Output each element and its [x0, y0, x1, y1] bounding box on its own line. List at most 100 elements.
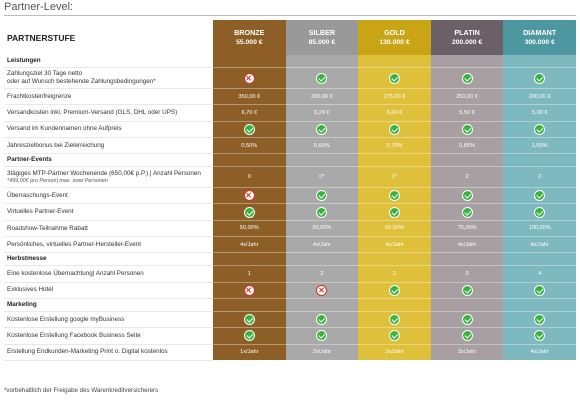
tier-header-diamant: DIAMANT 300.000 € [503, 20, 576, 55]
tier-cell: 4x/Jahr [285, 236, 359, 254]
tier-cell: 50,00% [213, 220, 286, 238]
check-icon [316, 123, 328, 135]
tier-cell [358, 187, 431, 205]
check-icon [388, 330, 400, 342]
cell-value: 3 [465, 271, 469, 278]
cell-value: 4x/Jahr [385, 241, 404, 248]
tier-cell: 6,20 € [285, 104, 359, 122]
check-icon [534, 330, 546, 342]
section-row: Partner-Events [4, 153, 576, 168]
check-icon [316, 314, 328, 326]
tier-cell [213, 327, 286, 345]
tier-cell [358, 153, 431, 168]
row-label: Versandkosten inkl. Premium-Versand (GLS… [4, 104, 213, 122]
tier-cell: 0 [213, 166, 286, 189]
cell-value: 5,00 € [531, 109, 548, 116]
cross-icon [243, 190, 255, 202]
tier-cell: 200,00 € [503, 88, 576, 106]
tier-price: 55.000 € [236, 38, 263, 46]
tier-name: GOLD [384, 28, 405, 38]
cell-value: 300,00 € [311, 93, 333, 100]
check-icon [316, 72, 328, 84]
tier-cell [285, 187, 359, 205]
cell-value: 4x/Jahr [530, 241, 549, 248]
tier-cell [213, 67, 286, 89]
row-label-text: Überraschungs-Event [7, 191, 68, 199]
table-row: Jahreszielbonus bei Zielerreichung 0,50% 0… [4, 137, 576, 155]
tier-cell: 3 [430, 265, 504, 283]
table-title: PARTNERSTUFE [7, 32, 76, 43]
check-icon [388, 314, 400, 326]
tier-name: PLATIN [454, 28, 480, 38]
cell-value: 350,00 € [238, 93, 261, 100]
cell-value: 0 [247, 174, 251, 181]
table-row: Überraschungs-Event [4, 187, 576, 205]
section-row: Leistungen [4, 55, 576, 68]
tier-cell: 300,00 € [285, 88, 359, 106]
cell-value: 4x/Jahr [530, 349, 549, 356]
cell-value: 2 [392, 271, 397, 278]
tier-cell [358, 121, 431, 138]
check-icon [461, 123, 473, 135]
cell-value: 2x/Jahr [385, 349, 404, 356]
row-label-text: Erstellung Endkunden-Marketing Print o. … [7, 348, 168, 356]
tier-cell [430, 55, 504, 68]
section-label: Marketing [4, 298, 213, 312]
check-icon [243, 123, 255, 135]
tier-cell [503, 298, 576, 312]
cell-value: 6,20 € [314, 109, 330, 116]
tier-cell: 2 [503, 166, 576, 189]
tier-cell: 350,00 € [213, 88, 286, 106]
cell-value: 4x/Jahr [457, 241, 477, 248]
row-label: Versand im Kundennamen ohne Aufpreis [4, 121, 213, 138]
check-icon [534, 190, 546, 202]
tier-cell [285, 67, 359, 89]
row-label-text: Versand im Kundennamen ohne Aufpreis [7, 125, 122, 133]
check-icon [316, 330, 328, 342]
row-label: Persönliches, virtuelles Partner-Herstel… [4, 236, 213, 254]
row-label: Frachtkostenfreigrenze [4, 88, 213, 106]
tier-cell: 1,00% [503, 137, 576, 155]
row-label: Jahreszielbonus bei Zielerreichung [4, 137, 213, 155]
tier-cell: 275,00 € [358, 88, 431, 106]
tier-price: 300.000 € [524, 38, 555, 46]
tier-cell [285, 203, 359, 221]
tier-cell [430, 153, 504, 168]
check-icon [243, 314, 255, 326]
tier-cell [503, 252, 576, 267]
cell-value: 2 [538, 174, 542, 181]
tier-cell [285, 298, 359, 312]
tier-cell [358, 327, 431, 345]
row-label: Roadshow-Teilnahme Rabatt [4, 220, 213, 238]
check-icon [534, 206, 546, 218]
table-row: Versand im Kundennamen ohne Aufpreis [4, 121, 576, 138]
tier-header-platin: PLATIN 200.000 € [430, 20, 504, 55]
cell-value: 0,50% [241, 142, 258, 149]
tier-cell: 0,70% [358, 137, 431, 155]
check-icon [243, 206, 255, 218]
tier-cell [503, 55, 576, 68]
cell-value: 50,00% [312, 225, 332, 232]
tier-cell: 2 [430, 166, 504, 189]
row-label-text: Jahreszielbonus bei Zielerreichung [7, 141, 105, 149]
check-icon [461, 330, 473, 342]
tier-cell [213, 252, 286, 267]
cell-value: 2x/Jahr [312, 349, 332, 356]
cell-value: 4 [538, 271, 542, 278]
tier-cell: 4 [503, 265, 576, 283]
cell-value: 250,00 € [456, 93, 478, 100]
table-row: Kostenlose Erstellung Facebook Business … [4, 327, 576, 345]
table-row: Eine kostenlose Übernachtung| Anzahl Per… [4, 265, 576, 283]
tier-cell [285, 121, 359, 138]
cell-value: 1,00% [531, 142, 548, 149]
tier-cell [213, 282, 286, 299]
row-label-text: Exklusives Hotel [7, 286, 54, 294]
tier-cell [430, 187, 504, 205]
tier-cell: 5,00 € [503, 104, 576, 122]
tier-cell: 250,00 € [430, 88, 504, 106]
tier-cell [358, 203, 431, 221]
check-icon [461, 72, 473, 84]
tier-cell [213, 55, 286, 68]
row-label-text: Versandkosten inkl. Premium-Versand (GLS… [7, 109, 178, 117]
row-label-text: Eine kostenlose Übernachtung| Anzahl Per… [7, 270, 144, 278]
